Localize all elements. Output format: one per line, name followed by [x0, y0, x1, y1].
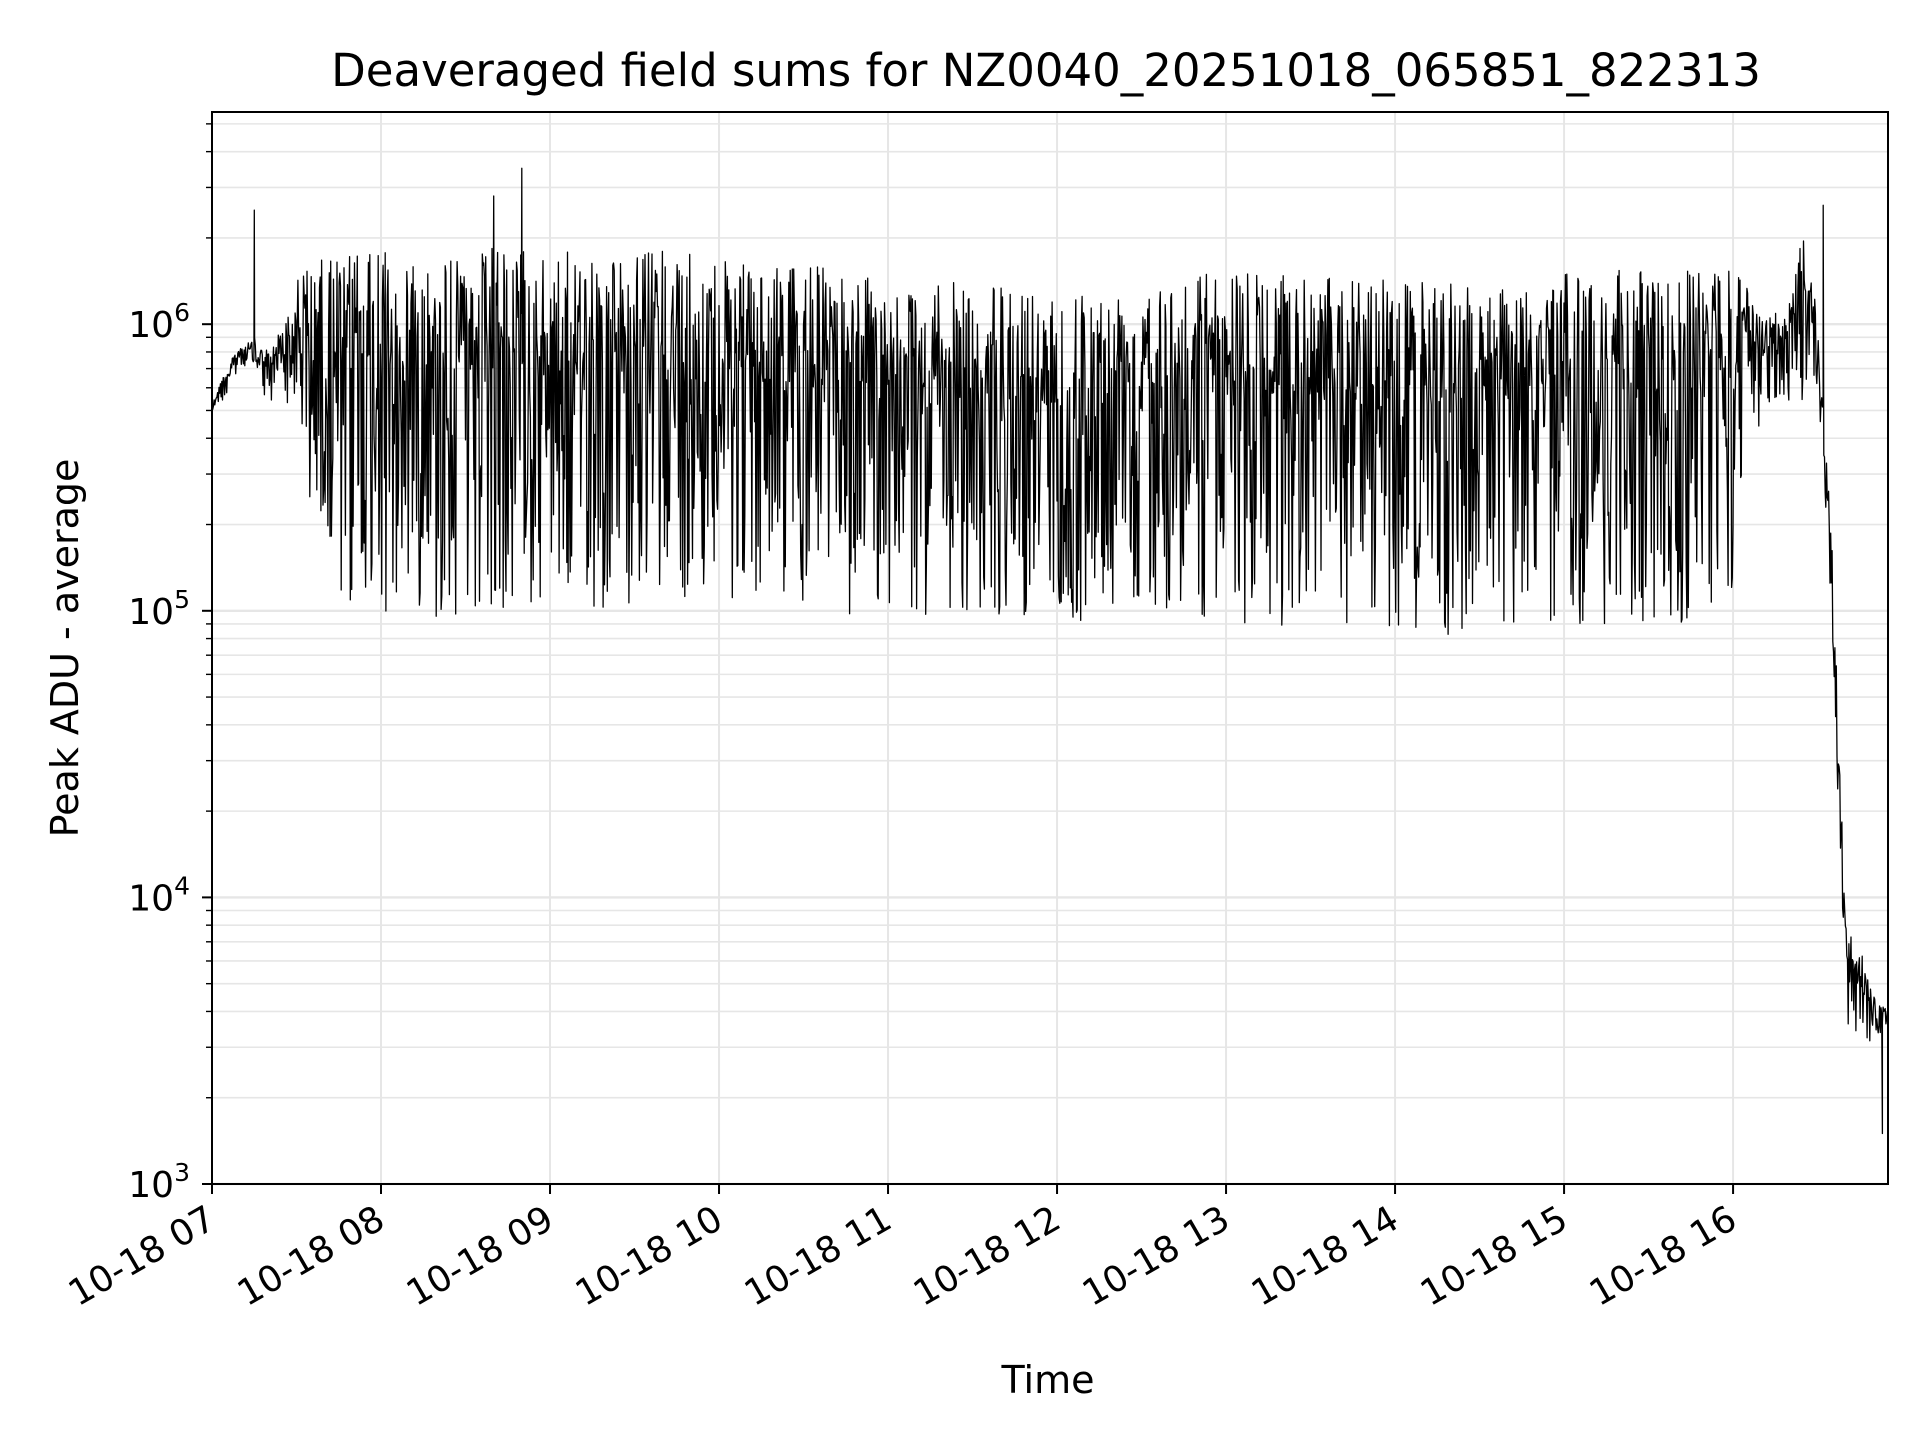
x-tick-label: 10-18 15 — [1414, 1198, 1575, 1314]
grid — [211, 112, 1888, 1186]
y-tick-label: 106 — [128, 298, 190, 346]
x-axis: 10-18 07 10-18 08 10-18 09 10-18 10 10-18 11… — [62, 1184, 1744, 1315]
chart-title: Deaveraged field sums for NZ0040_2025101… — [331, 44, 1761, 97]
x-tick-label: 10-18 14 — [1245, 1198, 1406, 1314]
y-tick-label: 103 — [128, 1158, 190, 1206]
x-tick-label: 10-18 11 — [738, 1198, 899, 1314]
series-line — [211, 167, 1889, 1135]
y-tick-label: 104 — [128, 871, 190, 919]
x-tick-label: 10-18 10 — [569, 1198, 730, 1314]
x-tick-label: 10-18 09 — [400, 1198, 561, 1314]
x-tick-label: 10-18 13 — [1076, 1198, 1237, 1314]
y-axis: 103 104 105 106 — [128, 123, 212, 1206]
x-tick-label: 10-18 12 — [907, 1198, 1068, 1314]
y-tick-label: 105 — [128, 585, 190, 633]
x-axis-label: Time — [1001, 1358, 1095, 1402]
x-tick-label: 10-18 08 — [231, 1198, 392, 1314]
data-line — [211, 167, 1889, 1135]
plot-frame — [211, 111, 1889, 1185]
x-tick-label: 10-18 16 — [1583, 1198, 1744, 1314]
y-axis-label: Peak ADU - average — [43, 459, 87, 838]
x-tick-label: 10-18 07 — [62, 1198, 223, 1314]
